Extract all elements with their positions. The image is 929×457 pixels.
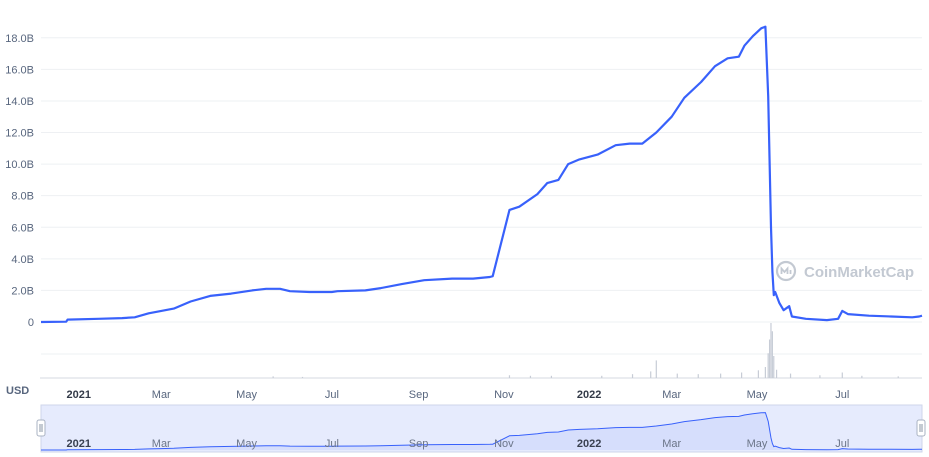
- navigator-x-labels: 2021 Mar May Jul Sep Nov 2022 Mar May Jul: [67, 438, 850, 450]
- navigator-x-label: Mar: [152, 438, 171, 450]
- navigator[interactable]: 2021 Mar May Jul Sep Nov 2022 Mar May Jul: [36, 404, 926, 453]
- navigator-x-label: May: [747, 438, 768, 450]
- navigator-x-label: May: [236, 438, 257, 450]
- x-tick-label: 2022: [577, 389, 601, 401]
- x-tick-label: Mar: [152, 389, 171, 401]
- x-tick-label: Sep: [409, 389, 429, 401]
- x-tick-label: May: [236, 389, 257, 401]
- x-tick-label: Mar: [662, 389, 681, 401]
- y-tick-label: 8.0B: [11, 191, 34, 203]
- navigator-series-area: [41, 412, 922, 450]
- watermark: CoinMarketCap: [804, 264, 914, 281]
- navigator-handle-right[interactable]: [916, 419, 926, 437]
- y-tick-label: 2.0B: [11, 285, 34, 297]
- volume-bars: [272, 323, 899, 378]
- y-tick-label: 18.0B: [5, 33, 34, 45]
- navigator-x-label: Nov: [494, 438, 514, 450]
- x-tick-label: Jul: [835, 389, 849, 401]
- navigator-handle-left[interactable]: [36, 419, 46, 437]
- y-tick-label: 12.0B: [5, 128, 34, 140]
- unit-label: USD: [6, 385, 29, 397]
- y-tick-label: 4.0B: [11, 254, 34, 266]
- x-axis: 2021 Mar May Jul Sep Nov 2022 Mar May Jul: [67, 389, 850, 401]
- y-tick-label: 6.0B: [11, 222, 34, 234]
- x-tick-label: Nov: [494, 389, 514, 401]
- series-line: [40, 25, 923, 324]
- navigator-x-label: Sep: [409, 438, 429, 450]
- x-tick-label: Jul: [325, 389, 339, 401]
- y-axis: 0 2.0B 4.0B 6.0B 8.0B 10.0B 12.0B 14.0B 16.0B 18.…: [5, 33, 34, 329]
- navigator-x-label: Mar: [662, 438, 681, 450]
- navigator-x-label: 2022: [577, 438, 601, 450]
- navigator-series-line: [41, 412, 923, 451]
- gridlines: [41, 37, 922, 355]
- navigator-x-label: Jul: [325, 438, 339, 450]
- x-tick-label: May: [747, 389, 768, 401]
- watermark-logo-icon: [775, 260, 797, 282]
- y-tick-label: 14.0B: [5, 96, 34, 108]
- navigator-x-label: 2021: [67, 438, 91, 450]
- navigator-x-label: Jul: [835, 438, 849, 450]
- x-tick-label: 2021: [67, 389, 91, 401]
- y-tick-label: 10.0B: [5, 159, 34, 171]
- y-tick-label: 0: [28, 317, 34, 329]
- y-tick-label: 16.0B: [5, 64, 34, 76]
